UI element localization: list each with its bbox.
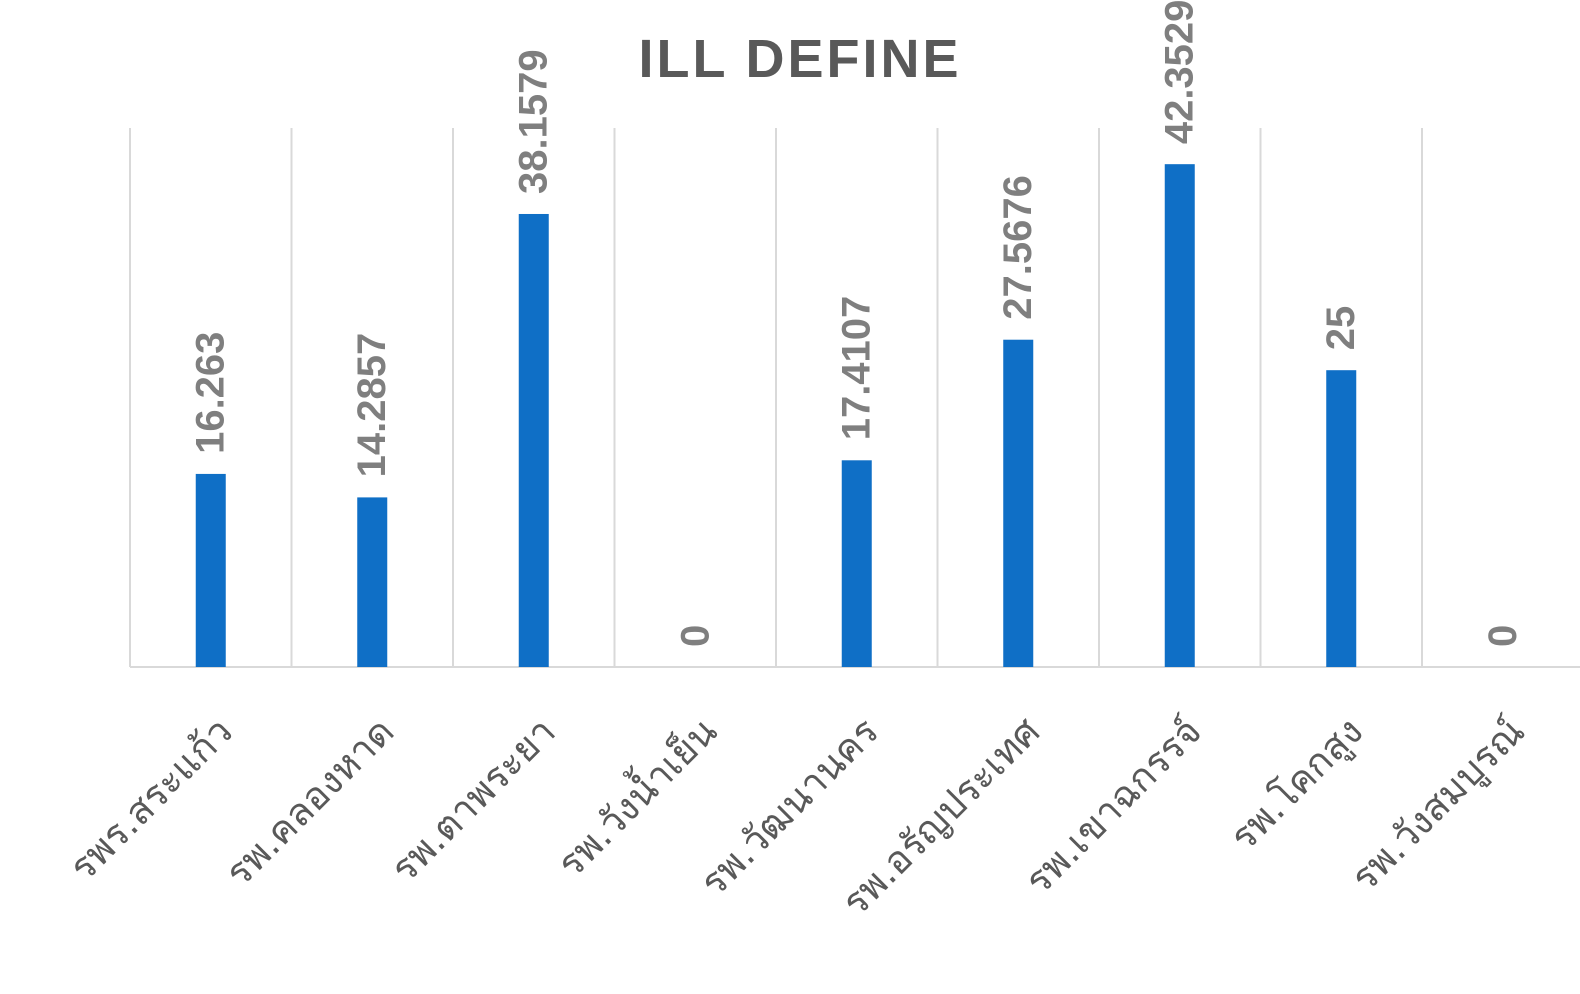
category-label: รพ.คลองหาด [217, 709, 403, 895]
bar-3 [518, 213, 549, 668]
data-label: 14.2857 [350, 333, 394, 478]
data-label: 42.3529 [1158, 0, 1202, 144]
bar-5 [841, 460, 872, 667]
data-label: 0 [1481, 625, 1525, 647]
category-label: รพ.ตาพระยา [382, 709, 564, 891]
data-label: 17.4107 [835, 296, 879, 441]
bar-6 [1003, 339, 1034, 667]
data-label: 38.1579 [512, 49, 556, 194]
bar-7 [1164, 164, 1195, 668]
data-label: 25 [1319, 306, 1363, 351]
bar-2 [357, 497, 388, 667]
data-label: 27.5676 [996, 175, 1040, 320]
bar-1 [195, 473, 226, 667]
category-label: รพ.วังน้ำเย็น [544, 705, 725, 886]
data-label: 16.263 [189, 332, 233, 454]
category-label: รพ.โคกสูง [1221, 709, 1372, 860]
chart-title: ILL DEFINE [638, 29, 962, 89]
data-label: 0 [673, 625, 717, 647]
bar-8 [1326, 370, 1357, 667]
category-label: รพ.วังสมบูรณ์ [1342, 709, 1533, 900]
category-label: รพร.สระแก้ว [61, 709, 241, 889]
